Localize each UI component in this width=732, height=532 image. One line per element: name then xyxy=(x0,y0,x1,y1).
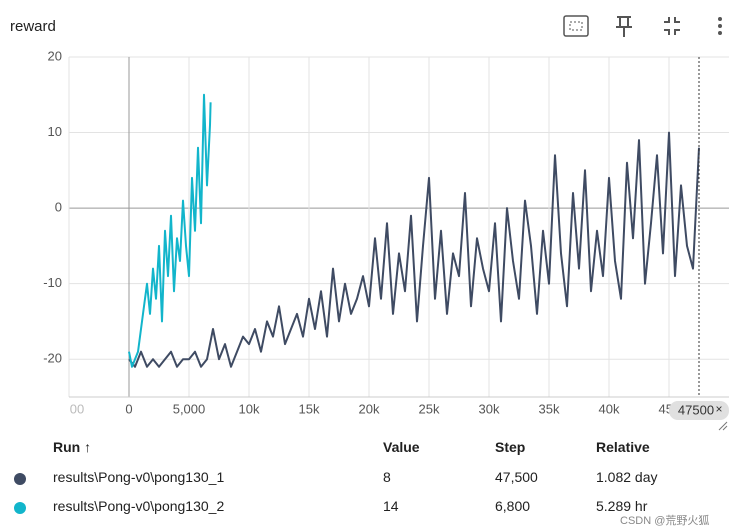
x-tick-label: 40k xyxy=(599,401,620,416)
run-color-dot[interactable] xyxy=(14,473,26,485)
x-tick-label: 10k xyxy=(239,401,260,416)
x-tick-label: 20k xyxy=(359,401,380,416)
fit-icon[interactable] xyxy=(563,15,589,37)
value-cell: 14 xyxy=(383,498,399,514)
watermark: CSDN @荒野火狐 xyxy=(620,515,710,527)
x-tick-label: 35k xyxy=(539,401,560,416)
cursor-badge xyxy=(669,401,729,420)
run-name: results\Pong-v0\pong130_2 xyxy=(53,498,225,514)
x-tick-label: 0 xyxy=(125,401,132,416)
toolbar[interactable] xyxy=(563,15,722,37)
collapse-icon[interactable] xyxy=(664,17,680,35)
y-tick-label: -10 xyxy=(43,275,62,290)
fit-icon-inner xyxy=(569,21,583,31)
menu-dot[interactable] xyxy=(718,17,722,21)
y-tick-label: 0 xyxy=(55,200,62,215)
menu-dot xyxy=(718,24,722,28)
header-relative: Relative xyxy=(596,439,650,455)
chart-title: reward xyxy=(10,18,56,35)
pin-icon[interactable] xyxy=(616,16,632,37)
cursor-close: × xyxy=(715,402,722,416)
value-cell: 8 xyxy=(383,469,391,485)
series-line xyxy=(128,131,700,368)
y-tick-label: 20 xyxy=(48,48,62,63)
header-step: Step xyxy=(495,439,526,455)
series-line xyxy=(128,93,212,368)
x-tick-label: 00 xyxy=(70,401,84,416)
header-run[interactable]: Run ↑ xyxy=(53,439,92,455)
menu-dot xyxy=(718,31,722,35)
y-tick-label: 10 xyxy=(48,124,62,139)
x-tick-label: 25k xyxy=(419,401,440,416)
x-tick-label: 5,000 xyxy=(173,401,206,416)
run-color-dot[interactable] xyxy=(14,502,26,514)
header-value: Value xyxy=(383,439,420,455)
run-name: results\Pong-v0\pong130_1 xyxy=(53,469,225,485)
step-cell: 6,800 xyxy=(495,498,531,514)
resize-handle[interactable] xyxy=(718,421,728,431)
x-tick-label: 30k xyxy=(479,401,500,416)
relative-cell: 1.082 day xyxy=(596,469,658,485)
x-tick-label: 15k xyxy=(299,401,320,416)
y-tick-label: -20 xyxy=(43,351,62,366)
cursor-label: 47500 xyxy=(678,402,714,417)
step-cell: 47,500 xyxy=(495,469,538,485)
relative-cell: 5.289 hr xyxy=(596,498,648,514)
